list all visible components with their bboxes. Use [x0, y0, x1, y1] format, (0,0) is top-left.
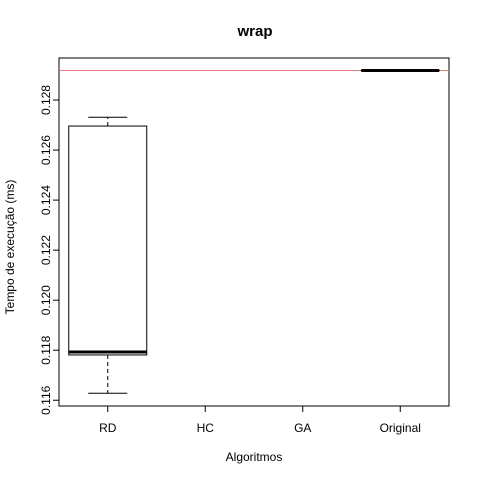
chart-marks	[59, 69, 449, 394]
y-tick-label: 0.116	[39, 385, 53, 414]
box-iqr	[68, 125, 148, 356]
y-tick-label: 0.126	[39, 135, 53, 165]
y-tick-label: 0.124	[39, 185, 53, 215]
x-tick-label: HC	[197, 421, 215, 435]
x-tick-label: Original	[380, 421, 421, 435]
box-rd	[68, 116, 148, 394]
y-tick-label: 0.122	[39, 235, 53, 265]
y-axis-label: Tempo de execução (ms)	[3, 180, 17, 315]
y-tick-label: 0.128	[39, 85, 53, 115]
y-tick-label: 0.118	[39, 335, 53, 364]
y-tick-label: 0.120	[39, 285, 53, 315]
x-axis: RD HC GA Original	[99, 405, 421, 435]
y-axis: 0.116 0.118 0.120 0.122 0.124 0.126 0.128	[39, 85, 60, 415]
chart-title: wrap	[236, 23, 272, 40]
plot-frame	[58, 57, 450, 407]
x-tick-label: RD	[99, 421, 117, 435]
x-tick-label: GA	[294, 421, 311, 435]
x-axis-label: Algoritmos	[226, 450, 283, 464]
